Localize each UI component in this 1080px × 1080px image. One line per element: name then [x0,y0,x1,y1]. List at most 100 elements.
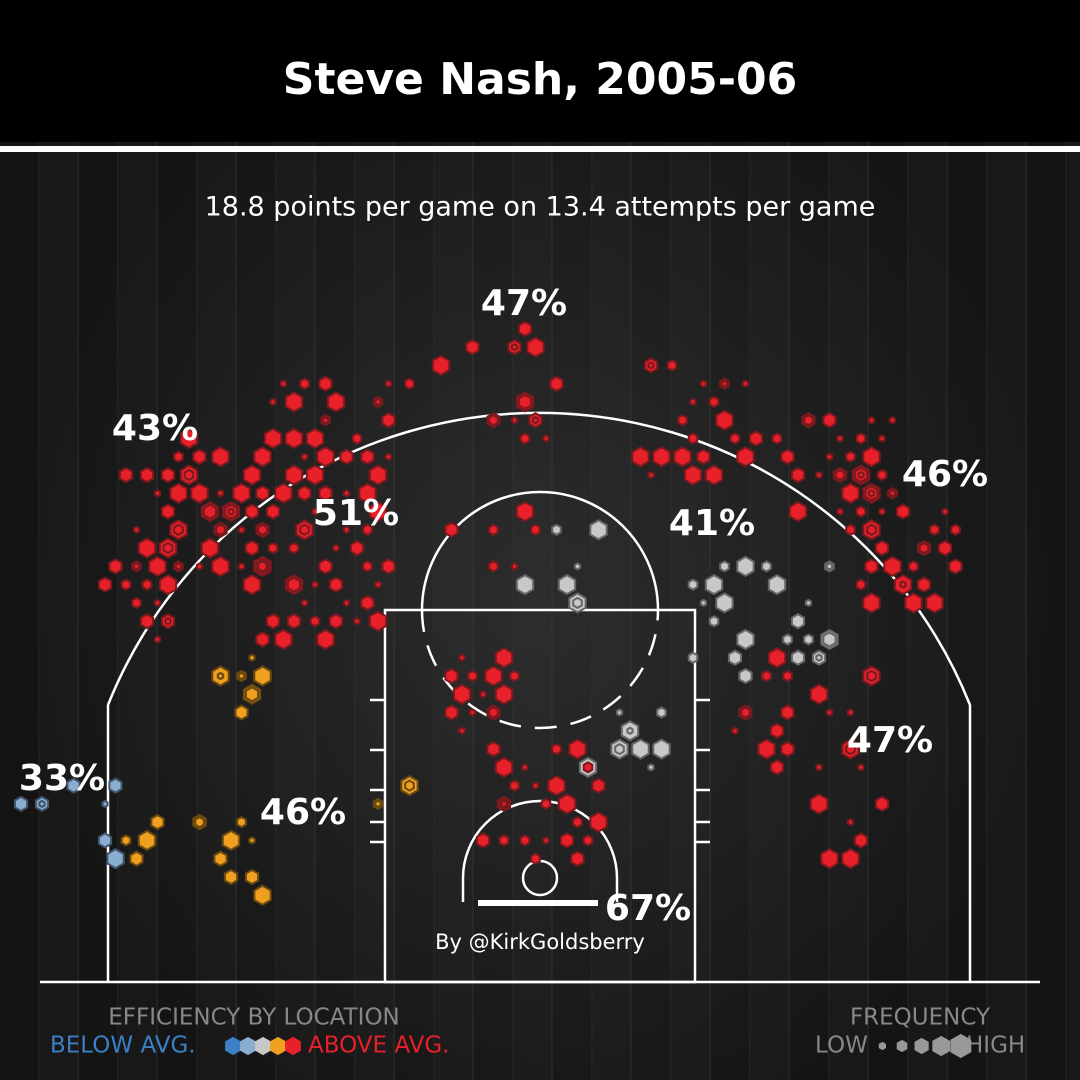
hex [809,683,829,705]
hex [673,446,692,468]
hex [761,669,772,683]
hex [557,793,577,815]
hex [715,592,734,614]
hex [237,525,246,534]
hex [720,379,729,388]
hex [509,669,520,683]
hex [769,759,785,776]
legend-hexes [225,1033,972,1059]
hex [332,543,340,553]
hex [925,592,944,614]
hex [551,523,562,536]
hex [284,464,304,486]
hex [458,726,466,735]
hex [866,523,877,536]
hex [815,653,823,662]
hex [479,690,487,699]
hex [780,704,795,721]
zone-label: 51% [313,493,399,534]
hex [174,562,183,571]
hex [677,414,688,427]
hex [360,448,375,465]
hex [194,815,205,829]
hex [244,539,260,557]
hex [139,466,155,484]
hex [855,432,867,445]
hex [896,1039,908,1053]
hex [148,555,167,578]
hex [557,573,577,596]
hex [757,738,776,760]
hex [244,686,260,703]
hex [515,573,535,596]
hex [589,519,608,541]
hex [404,779,415,792]
hex [494,756,514,778]
hex [153,598,162,608]
hex [311,580,319,589]
hex [467,669,478,683]
hex [878,507,886,516]
hex [183,468,195,482]
hex [263,427,283,450]
hex [221,829,241,852]
hex [215,523,226,536]
hex [200,537,220,559]
hex [836,507,844,516]
hex [864,558,879,575]
hex [517,320,533,338]
hex [895,503,911,520]
hex [300,452,309,461]
hex [687,651,699,664]
hex [270,1036,286,1056]
hex [120,834,132,847]
hex [242,573,262,596]
hex [857,763,865,772]
hex [841,848,860,870]
zone-label: 41% [669,503,755,544]
hex [237,562,246,571]
hex [299,377,310,390]
hex [941,507,949,516]
hex [162,541,174,555]
hex [297,485,312,502]
hex [509,779,520,792]
hex [542,836,550,845]
frequency-title: FREQUENCY [850,1005,991,1031]
subtitle: 18.8 points per game on 13.4 attempts pe… [205,192,876,223]
hex [255,631,270,648]
hex [300,598,309,608]
hex [353,617,361,626]
hex [804,598,813,608]
hex [202,503,218,520]
hex [66,777,81,794]
hex [500,799,508,809]
hex [559,832,575,849]
hex [253,665,272,687]
hex [549,375,564,392]
hex [761,560,772,573]
hex [822,412,837,429]
hex [299,523,310,536]
paint [383,608,697,984]
hex [862,592,881,614]
hex [237,671,246,681]
hex [790,466,806,484]
hex [255,1036,271,1056]
hex [867,416,876,425]
zone-label: 47% [481,283,567,324]
hex [782,669,793,683]
hex [404,377,415,390]
hex [771,432,783,445]
hex [374,397,382,407]
hex [790,649,806,666]
hex [836,434,844,443]
hex [216,671,225,681]
efficiency-high: ABOVE AVG. [308,1033,450,1059]
hex [488,560,499,573]
hex [339,448,354,465]
hex [288,541,300,555]
hex [820,848,839,870]
hex [855,578,867,591]
